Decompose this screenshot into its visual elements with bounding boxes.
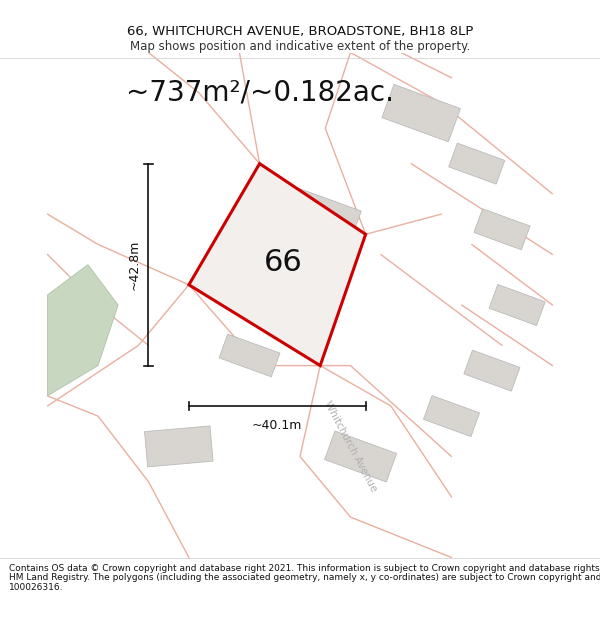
Text: Map shows position and indicative extent of the property.: Map shows position and indicative extent… [130,40,470,52]
Polygon shape [474,209,530,250]
Polygon shape [47,264,118,396]
Text: 100026316.: 100026316. [9,582,64,591]
Polygon shape [424,396,479,437]
Polygon shape [464,350,520,391]
Polygon shape [250,258,310,301]
Text: HM Land Registry. The polygons (including the associated geometry, namely x, y c: HM Land Registry. The polygons (includin… [9,573,600,582]
Text: ~42.8m: ~42.8m [128,239,141,290]
Polygon shape [145,426,213,467]
Polygon shape [449,143,505,184]
Polygon shape [189,164,365,366]
Text: 66, WHITCHURCH AVENUE, BROADSTONE, BH18 8LP: 66, WHITCHURCH AVENUE, BROADSTONE, BH18 … [127,25,473,38]
Text: Whitchurch Avenue: Whitchurch Avenue [322,399,379,494]
Polygon shape [325,431,397,482]
Polygon shape [289,189,361,239]
Polygon shape [489,284,545,326]
Polygon shape [219,334,280,377]
Text: ~737m²/~0.182ac.: ~737m²/~0.182ac. [125,79,394,107]
Text: Contains OS data © Crown copyright and database right 2021. This information is : Contains OS data © Crown copyright and d… [9,564,600,572]
Text: ~40.1m: ~40.1m [252,419,302,432]
Text: 66: 66 [264,248,303,277]
Polygon shape [382,84,460,142]
